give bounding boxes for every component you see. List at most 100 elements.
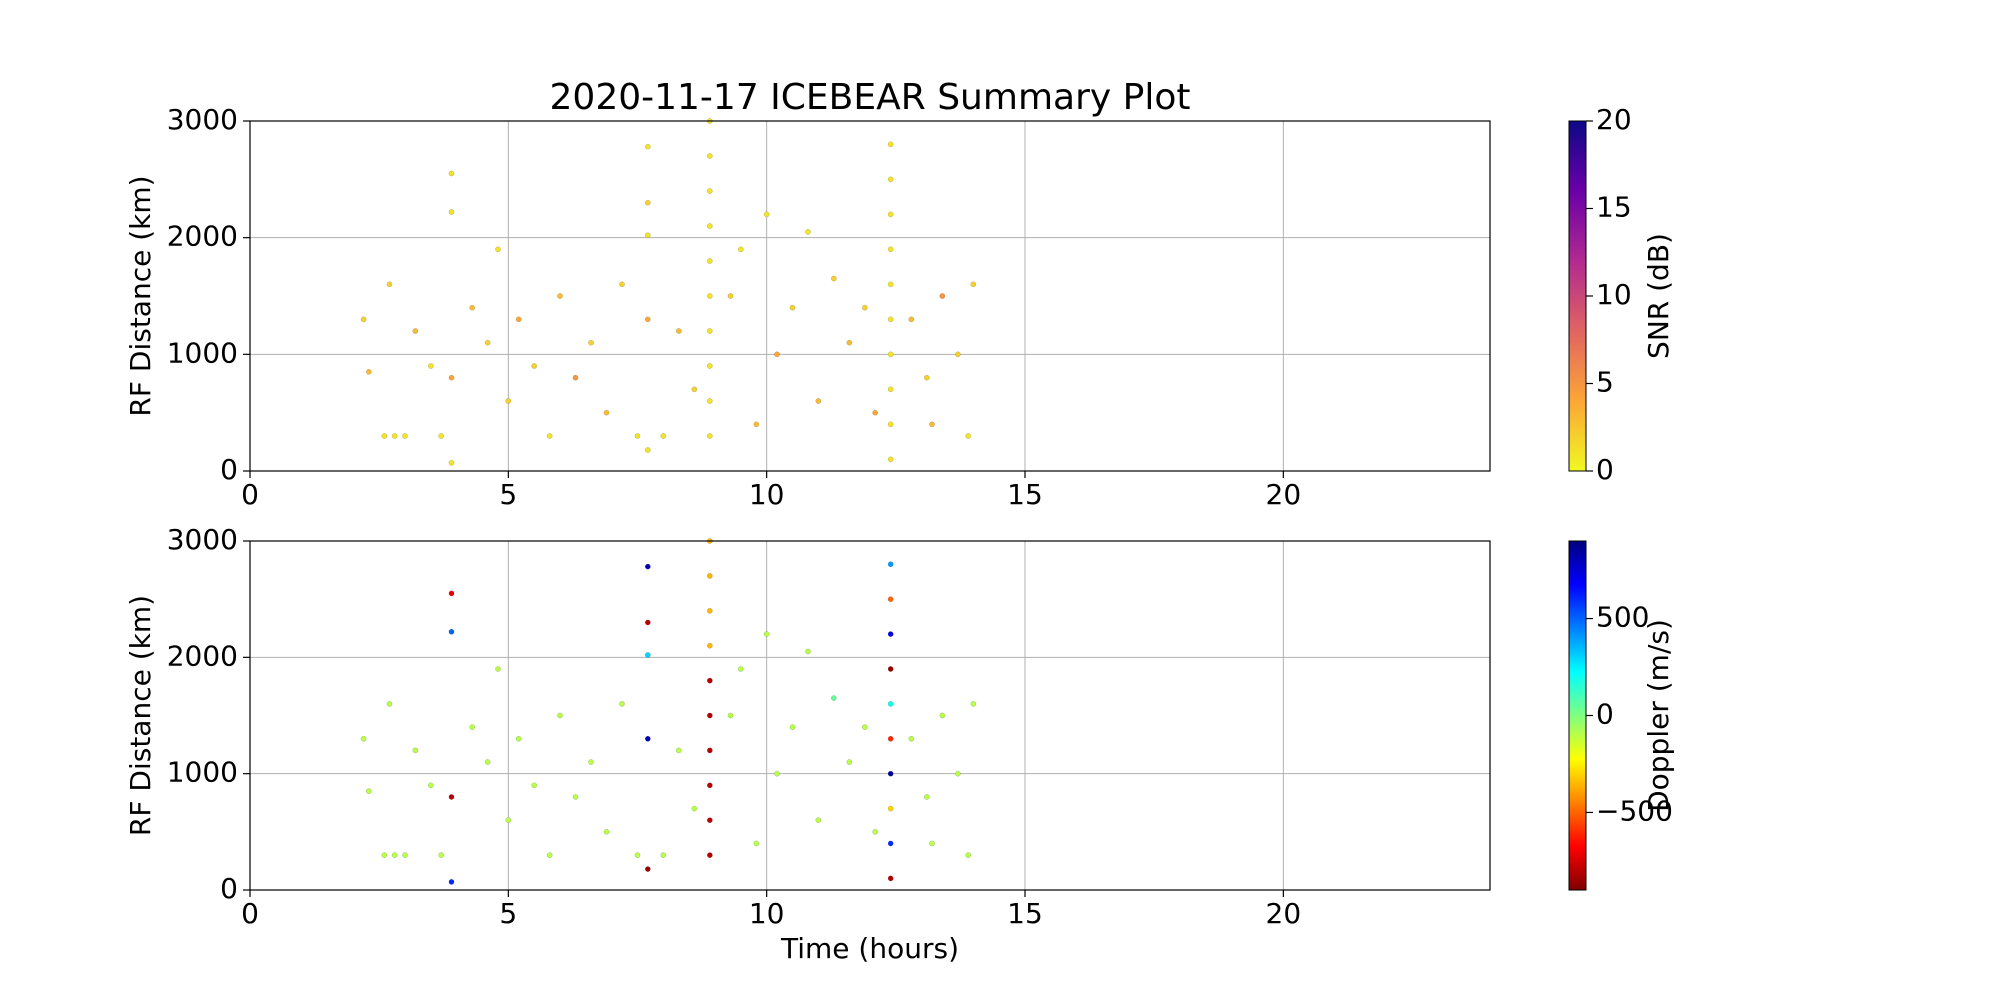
data-point xyxy=(887,421,894,428)
data-point xyxy=(954,770,961,777)
data-point xyxy=(691,386,698,393)
data-point xyxy=(495,666,501,672)
data-point xyxy=(872,409,879,416)
y-tick-label: 0 xyxy=(220,872,238,905)
data-point xyxy=(887,735,894,742)
x-tick-label: 0 xyxy=(241,478,259,511)
data-point xyxy=(830,275,837,282)
data-point xyxy=(846,339,853,346)
data-point xyxy=(448,590,455,597)
data-point xyxy=(706,817,713,824)
data-point xyxy=(495,246,501,253)
colorbar-tick-label: 0 xyxy=(1596,698,1614,731)
colorbar-tick-label: 500 xyxy=(1596,601,1649,634)
data-point xyxy=(644,563,651,570)
data-point xyxy=(887,386,894,393)
data-point xyxy=(448,170,455,177)
data-point xyxy=(448,879,455,885)
data-point xyxy=(619,281,625,288)
data-point xyxy=(427,782,434,789)
data-point xyxy=(706,852,713,858)
data-point xyxy=(908,316,915,323)
colorbar-tick-label: 0 xyxy=(1596,453,1614,486)
data-point xyxy=(634,433,641,439)
y-axis-label: RF Distance (km) xyxy=(124,595,157,836)
data-point xyxy=(402,852,408,858)
x-tick-label: 10 xyxy=(749,897,785,930)
data-point xyxy=(887,351,894,358)
y-tick-label: 3000 xyxy=(167,103,238,136)
data-point xyxy=(706,223,713,229)
data-point xyxy=(515,316,522,323)
data-point xyxy=(644,143,651,150)
data-point xyxy=(774,770,780,777)
data-point xyxy=(706,363,713,369)
data-point xyxy=(706,188,713,194)
data-point xyxy=(386,701,393,707)
data-point xyxy=(603,828,610,835)
data-point xyxy=(644,619,651,626)
data-point xyxy=(644,199,651,206)
data-point xyxy=(815,398,822,404)
data-point xyxy=(861,304,868,311)
x-tick-label: 20 xyxy=(1266,478,1302,511)
data-point xyxy=(438,852,445,858)
data-point xyxy=(706,258,713,264)
data-point xyxy=(929,840,935,847)
data-point xyxy=(706,642,713,649)
data-point xyxy=(706,607,713,614)
data-point xyxy=(872,828,879,835)
data-point xyxy=(954,351,961,358)
data-point xyxy=(887,666,894,672)
data-point xyxy=(644,316,651,323)
data-point xyxy=(557,712,563,719)
y-tick-label: 2000 xyxy=(167,639,238,672)
data-point xyxy=(531,363,538,369)
data-point xyxy=(706,782,713,789)
data-point xyxy=(391,433,398,439)
data-point xyxy=(675,328,682,334)
data-point xyxy=(412,747,419,754)
data-point xyxy=(887,246,894,253)
data-point xyxy=(774,351,780,358)
data-point xyxy=(887,456,894,463)
data-point xyxy=(887,631,894,637)
data-point xyxy=(887,840,894,847)
data-point xyxy=(923,794,930,800)
data-point xyxy=(660,852,667,858)
data-point xyxy=(706,747,713,754)
data-point xyxy=(923,374,930,381)
data-point xyxy=(727,712,734,719)
data-point xyxy=(484,759,491,765)
data-point xyxy=(727,293,734,299)
data-point xyxy=(805,648,811,655)
data-point xyxy=(546,852,553,858)
y-tick-label: 2000 xyxy=(167,220,238,253)
data-point xyxy=(572,794,579,800)
data-point xyxy=(469,724,476,730)
data-point xyxy=(706,153,713,159)
data-point xyxy=(438,433,445,439)
data-point xyxy=(706,712,713,719)
data-point xyxy=(484,339,491,346)
data-point xyxy=(412,328,419,334)
data-point xyxy=(887,141,894,148)
data-point xyxy=(763,631,770,637)
data-point xyxy=(588,339,594,346)
data-point xyxy=(805,228,811,235)
data-point xyxy=(469,304,476,311)
colorbar-tick-label: −500 xyxy=(1596,794,1673,827)
colorbar-label: Doppler (m/s) xyxy=(1642,619,1675,812)
data-point xyxy=(572,374,579,381)
data-point xyxy=(448,209,455,215)
data-point xyxy=(737,666,744,672)
data-point xyxy=(402,433,408,439)
data-point xyxy=(929,421,935,428)
data-point xyxy=(887,875,894,882)
colorbar xyxy=(1568,540,1587,891)
data-point xyxy=(939,712,946,719)
data-point xyxy=(887,770,894,777)
data-point xyxy=(557,293,563,299)
data-point xyxy=(675,747,682,754)
